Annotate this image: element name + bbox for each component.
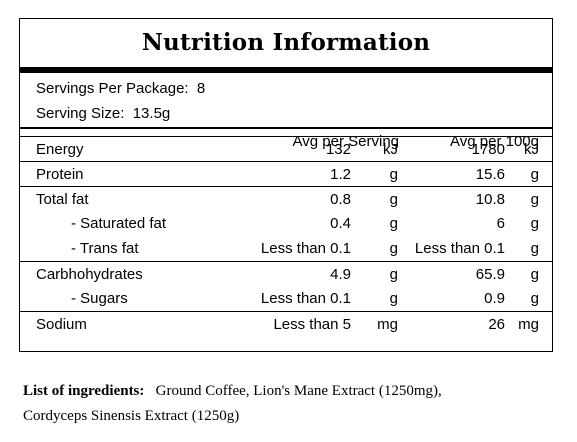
ingredients-line-1: List of ingredients: Ground Coffee, Lion… <box>23 379 442 404</box>
column-header-per-serving: Avg per Serving <box>292 133 399 150</box>
per-serving-value: Less than 5 <box>273 316 351 333</box>
per-serving-value: 132 <box>325 141 351 158</box>
per-serving-unit: g <box>389 215 398 232</box>
per-100g-value: 0.9 <box>484 290 505 307</box>
ingredients-text-1: Ground Coffee, Lion's Mane Extract (1250… <box>155 383 442 399</box>
per-serving-value: 1.2 <box>330 166 351 183</box>
per-100g-unit: g <box>530 240 539 257</box>
panel-title: Nutrition Information <box>141 29 431 56</box>
table-row: Sodium Less than 5 mg 26 mg <box>20 311 552 337</box>
per-100g-value: 65.9 <box>475 266 505 283</box>
per-100g-value: Less than 0.1 <box>414 240 505 257</box>
per-serving-unit: g <box>389 266 398 283</box>
header-divider <box>20 127 552 129</box>
nutrient-label: - Sugars <box>71 290 128 307</box>
nutrient-label: - Trans fat <box>71 240 139 257</box>
per-serving-value: 0.8 <box>330 191 351 208</box>
per-serving-unit: mg <box>377 316 398 333</box>
per-100g-unit: g <box>530 191 539 208</box>
nutrient-label: Carbhohydrates <box>36 266 143 283</box>
table-row: Carbhohydrates 4.9 g 65.9 g <box>20 261 552 287</box>
per-100g-unit: g <box>530 266 539 283</box>
nutrient-label: Energy <box>36 141 84 158</box>
ingredients-label: List of ingredients: <box>23 383 145 399</box>
serving-size-label: Serving Size: <box>36 105 125 122</box>
per-serving-value: 4.9 <box>330 266 351 283</box>
per-serving-value: Less than 0.1 <box>260 240 351 257</box>
table-row: - Trans fat Less than 0.1 g Less than 0.1 g <box>20 236 552 261</box>
per-serving-unit: g <box>389 240 398 257</box>
per-serving-unit: g <box>389 166 398 183</box>
table-row: Energy 132 kJ 1780 kJ <box>20 136 552 162</box>
nutrient-label: Protein <box>36 166 84 183</box>
per-serving-unit: kJ <box>383 141 398 158</box>
per-serving-unit: g <box>389 290 398 307</box>
per-100g-unit: g <box>530 215 539 232</box>
per-100g-value: 1780 <box>471 141 505 158</box>
table-row: Total fat 0.8 g 10.8 g <box>20 186 552 212</box>
serving-size-value: 13.5g <box>132 105 171 122</box>
nutrient-label: Sodium <box>36 316 87 333</box>
per-100g-unit: mg <box>518 316 539 333</box>
ingredients-line-2: Cordyceps Sinensis Extract (1250g) <box>23 408 240 424</box>
title-divider <box>20 67 552 73</box>
per-100g-value: 26 <box>488 316 505 333</box>
per-serving-unit: g <box>389 191 398 208</box>
per-100g-unit: kJ <box>524 141 539 158</box>
per-serving-value: 0.4 <box>330 215 351 232</box>
nutrition-panel: Nutrition Information Servings Per Packa… <box>19 18 553 352</box>
per-100g-unit: g <box>530 166 539 183</box>
table-row: - Saturated fat 0.4 g 6 g <box>20 211 552 236</box>
per-100g-value: 15.6 <box>475 166 505 183</box>
serving-size: Serving Size: 13.5g <box>36 105 170 122</box>
per-100g-unit: g <box>530 290 539 307</box>
per-100g-value: 10.8 <box>475 191 505 208</box>
nutrient-label: Total fat <box>36 191 89 208</box>
table-row: Protein 1.2 g 15.6 g <box>20 161 552 187</box>
per-100g-value: 6 <box>496 215 505 232</box>
servings-per-package-label: Servings Per Package: <box>36 80 189 97</box>
ingredients-section: List of ingredients: Ground Coffee, Lion… <box>23 379 442 429</box>
nutrient-label: - Saturated fat <box>71 215 167 232</box>
servings-per-package-value: 8 <box>196 80 206 97</box>
per-serving-value: Less than 0.1 <box>260 290 351 307</box>
column-header-per-100g: Avg per 100g <box>450 133 539 150</box>
servings-per-package: Servings Per Package: 8 <box>36 80 205 97</box>
table-row: - Sugars Less than 0.1 g 0.9 g <box>20 286 552 311</box>
